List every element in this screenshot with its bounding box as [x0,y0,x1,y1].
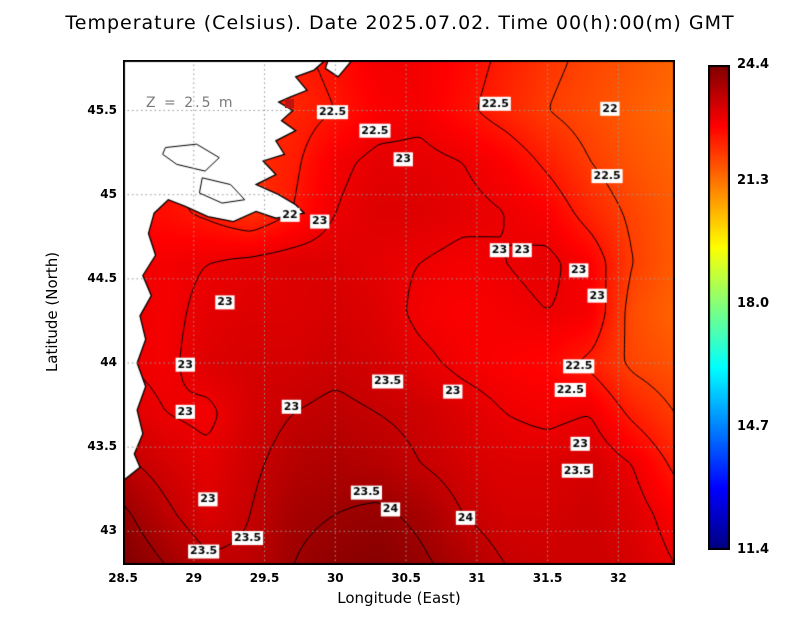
x-tick-label: 32 [610,571,627,585]
x-tick-label: 30.5 [391,571,421,585]
temperature-heatmap-canvas [123,60,675,565]
x-axis-label: Longitude (East) [337,589,461,607]
x-tick-label: 28.5 [108,571,138,585]
x-tick-label: 29 [185,571,203,585]
chart-title: Temperature (Celsius). Date 2025.07.02. … [65,12,735,34]
x-tick-label: 29.5 [249,571,280,585]
y-axis-label: Latitude (North) [43,251,61,373]
x-tick-label: 31.5 [532,571,563,585]
colorbar-tick-label: 24.4 [737,57,770,72]
colorbar-tick-label: 14.7 [737,418,770,434]
x-tick-label: 30 [326,571,344,585]
station-marker [284,98,294,108]
y-tick-label: 43.5 [87,439,117,454]
colorbar-tick-label: 21.3 [737,172,770,188]
x-tick-label: 31 [468,571,486,585]
y-tick-label: 45 [100,186,117,201]
y-tick-label: 43 [100,523,117,538]
colorbar-tick-label: 18.0 [737,295,770,311]
depth-annotation: Z = 2.5 m [146,95,235,111]
colorbar [708,65,730,550]
colorbar-tick-label: 11.4 [737,542,770,557]
y-tick-label: 45.5 [87,102,117,117]
